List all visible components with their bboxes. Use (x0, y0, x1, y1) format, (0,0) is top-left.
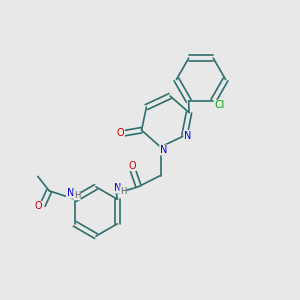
Text: H: H (74, 191, 80, 200)
Text: Cl: Cl (215, 100, 225, 110)
Text: N: N (160, 145, 167, 155)
Text: N: N (67, 188, 74, 198)
Text: N: N (114, 183, 121, 193)
Text: H: H (120, 187, 126, 196)
Text: O: O (129, 160, 136, 171)
Text: N: N (184, 130, 191, 141)
Text: O: O (117, 128, 124, 138)
Text: O: O (34, 201, 42, 212)
